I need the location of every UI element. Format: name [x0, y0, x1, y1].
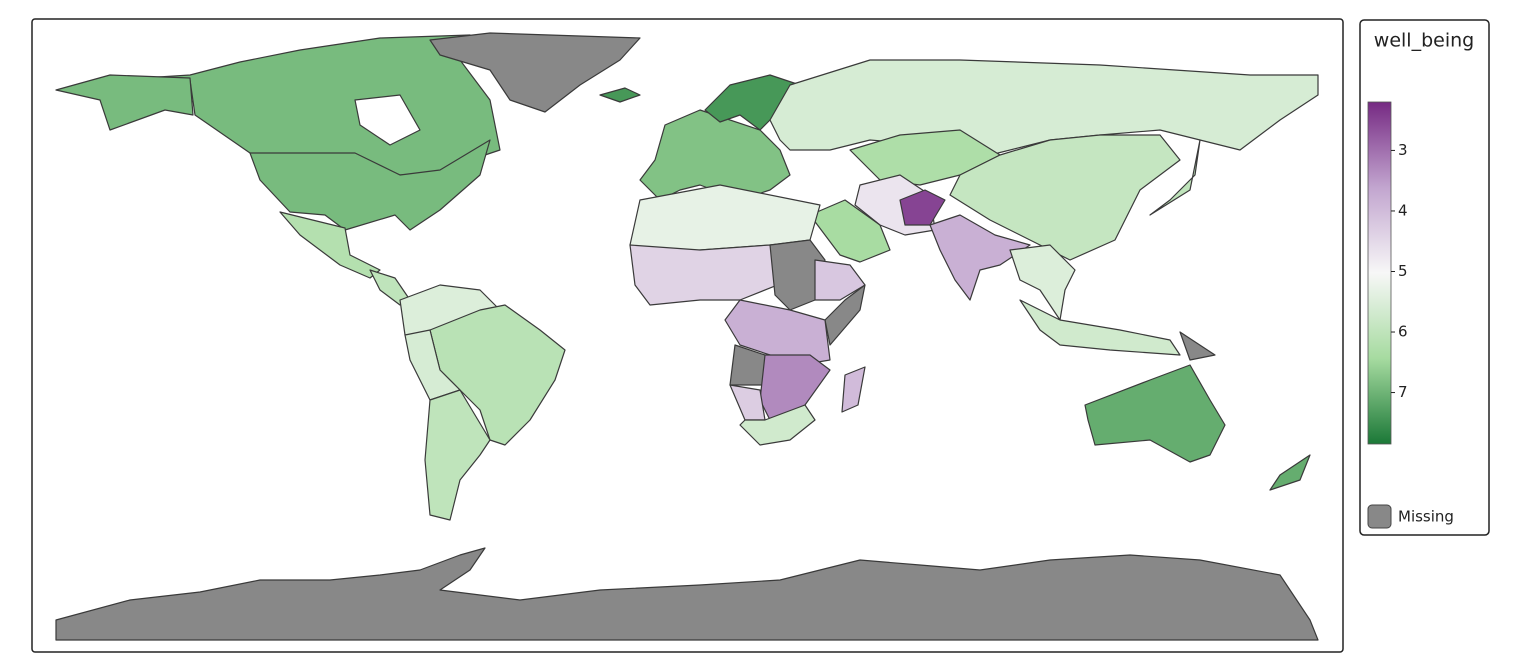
region [1084, 364, 1226, 463]
color-bar [1367, 101, 1392, 445]
region [1269, 454, 1311, 491]
region [1179, 331, 1216, 361]
missing-label: Missing [1398, 508, 1454, 526]
tick-label: 7 [1398, 383, 1408, 401]
region [814, 259, 866, 301]
region [739, 404, 816, 446]
tick-label: 3 [1398, 141, 1408, 159]
tick-label: 5 [1398, 262, 1408, 280]
region [824, 284, 866, 346]
region [809, 199, 891, 263]
tick-label: 6 [1398, 323, 1408, 341]
region [639, 109, 791, 201]
region [1149, 139, 1201, 216]
region [769, 59, 1319, 156]
legend-title: well_being [1374, 30, 1474, 52]
hudson-bay [354, 94, 421, 146]
region [949, 134, 1181, 261]
tick-label: 4 [1398, 201, 1408, 219]
region [599, 87, 641, 103]
region [55, 547, 1319, 641]
region [841, 366, 866, 413]
region [429, 32, 641, 113]
region [424, 389, 491, 521]
region [1019, 299, 1181, 356]
legend-box [1359, 19, 1490, 536]
legend: well_being Missing 3 4 5 6 7 [1359, 19, 1490, 536]
missing-swatch [1367, 504, 1392, 529]
region [1009, 244, 1076, 321]
region [109, 34, 501, 176]
region [249, 139, 491, 231]
region [929, 214, 1031, 301]
region [55, 74, 194, 131]
land [55, 32, 1319, 641]
region [899, 189, 946, 226]
